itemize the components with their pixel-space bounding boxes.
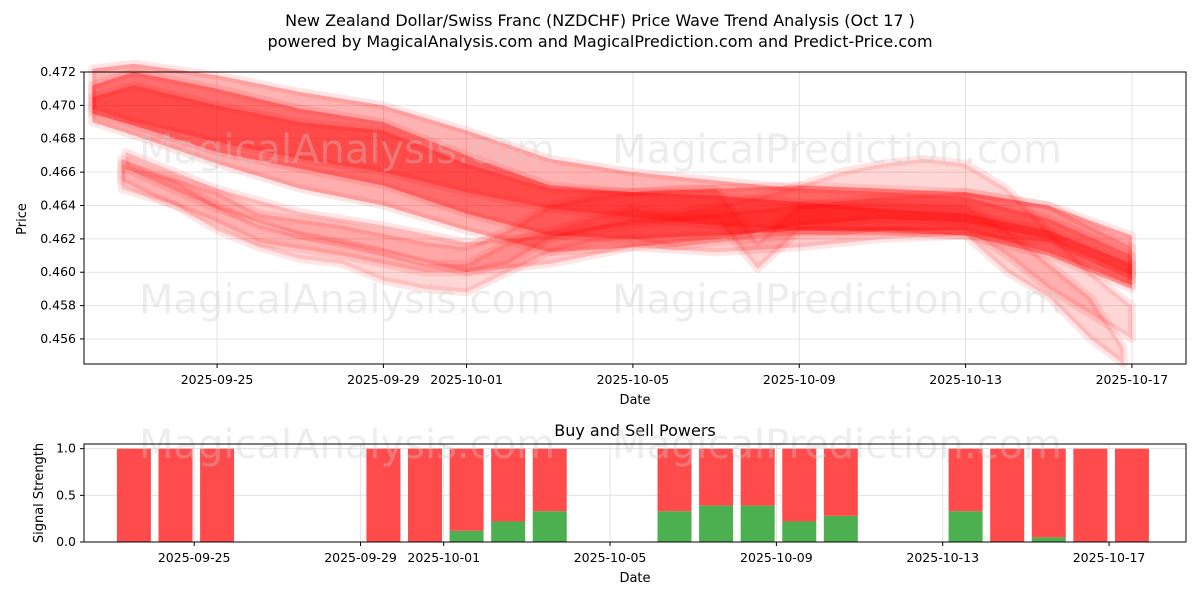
chart-subtitle: powered by MagicalAnalysis.com and Magic… — [267, 32, 932, 51]
sell-bar — [823, 448, 858, 516]
price-y-tick-label: 0.458 — [40, 298, 76, 313]
price-x-tick-label: 2025-09-29 — [347, 372, 420, 387]
price-plot-frame — [83, 71, 1187, 365]
price-y-tick-label: 0.472 — [40, 64, 76, 79]
price-wave-band-5 — [121, 158, 1132, 339]
price-wave-band-6-halo — [121, 148, 1136, 285]
price-y-tick-label: 0.456 — [40, 331, 76, 346]
price-wave-band-4 — [121, 158, 1124, 364]
watermark-analysis-mid: MagicalAnalysis.com — [139, 277, 555, 323]
price-wave-band-2 — [92, 63, 1132, 289]
signal-x-tick-label: 2025-10-17 — [1073, 550, 1146, 565]
signal-plot-frame — [83, 443, 1187, 543]
price-wave-panel: MagicalAnalysis.com MagicalPrediction.co… — [15, 59, 1187, 408]
price-wave-band-2-halo — [88, 59, 1136, 293]
price-x-ticks: 2025-09-25 2025-09-29 2025-10-01 2025-10-05… — [181, 364, 1169, 387]
watermark-prediction-mid: MagicalPrediction.com — [612, 277, 1062, 323]
price-wave-band-5-halo — [117, 154, 1136, 343]
signal-x-tick-label: 2025-10-01 — [407, 550, 480, 565]
signal-x-tick-label: 2025-09-29 — [324, 550, 397, 565]
buy-sell-title: Buy and Sell Powers — [554, 421, 716, 440]
price-y-axis-label: Price — [15, 203, 30, 235]
buy-bar — [699, 505, 734, 542]
price-wave-band-1-halo — [88, 68, 1136, 290]
buy-bar — [657, 511, 692, 542]
price-x-tick-label: 2025-10-05 — [597, 372, 670, 387]
sell-bar — [948, 448, 983, 512]
price-wave-bands — [88, 59, 1136, 368]
price-y-tick-label: 0.468 — [40, 131, 76, 146]
price-y-tick-label: 0.466 — [40, 164, 76, 179]
signal-y-tick-label: 0.5 — [56, 487, 76, 502]
price-x-tick-label: 2025-09-25 — [181, 372, 254, 387]
sell-bar — [782, 448, 817, 522]
sell-bar — [699, 448, 734, 506]
price-wave-band-3 — [92, 85, 1132, 276]
price-x-axis-label: Date — [619, 393, 650, 408]
sell-bar — [990, 448, 1025, 542]
sell-bar — [1031, 448, 1066, 538]
signal-x-tick-label: 2025-09-25 — [158, 550, 231, 565]
buy-bar — [823, 515, 858, 542]
sell-bar — [366, 448, 401, 542]
buy-bar — [1031, 537, 1066, 542]
watermark-prediction-bottom: MagicalPrediction.com — [612, 422, 1062, 468]
sell-bar — [1114, 448, 1149, 542]
price-x-tick-label: 2025-10-13 — [929, 372, 1002, 387]
buy-bar — [782, 521, 817, 542]
signal-y-ticks: 0.0 0.5 1.0 — [56, 441, 84, 549]
sell-bar — [1073, 448, 1108, 542]
sell-bar — [491, 448, 526, 522]
sell-bar — [116, 448, 151, 542]
signal-x-ticks: 2025-09-25 2025-09-29 2025-10-01 2025-10-05… — [158, 542, 1146, 565]
buy-bar — [532, 511, 567, 542]
chart-title: New Zealand Dollar/Swiss Franc (NZDCHF) … — [285, 11, 915, 30]
buy-bar — [491, 521, 526, 542]
signal-y-tick-label: 0.0 — [56, 534, 76, 549]
signal-x-tick-label: 2025-10-13 — [906, 550, 979, 565]
price-grid — [84, 71, 1186, 364]
signal-y-tick-label: 1.0 — [56, 441, 76, 456]
watermark-analysis-top: MagicalAnalysis.com — [139, 127, 555, 173]
sell-bar — [449, 448, 484, 531]
watermark-prediction-top: MagicalPrediction.com — [612, 127, 1062, 173]
signal-x-axis-label: Date — [619, 571, 650, 586]
buy-sell-panel: Buy and Sell Powers MagicalAnalysis.com … — [32, 421, 1187, 586]
price-y-tick-label: 0.462 — [40, 231, 76, 246]
sell-bar — [158, 448, 193, 542]
sell-bar — [532, 448, 567, 512]
price-x-tick-label: 2025-10-01 — [430, 372, 503, 387]
price-y-tick-label: 0.464 — [40, 197, 76, 212]
price-x-tick-label: 2025-10-09 — [763, 372, 836, 387]
price-wave-band-6 — [125, 152, 1132, 281]
price-wave-band-3-halo — [88, 81, 1136, 280]
watermark-analysis-bottom: MagicalAnalysis.com — [139, 422, 555, 468]
signal-x-tick-label: 2025-10-05 — [574, 550, 647, 565]
sell-bar — [740, 448, 775, 506]
sell-bar — [200, 448, 235, 542]
price-y-ticks: 0.456 0.458 0.460 0.462 0.464 0.466 0.468 0.470… — [40, 64, 84, 346]
price-x-tick-label: 2025-10-17 — [1096, 372, 1169, 387]
sell-bar — [657, 448, 692, 512]
signal-y-axis-label: Signal Strength — [32, 443, 47, 543]
buy-bar — [740, 505, 775, 542]
signal-bars — [116, 448, 1149, 542]
sell-bar — [407, 448, 442, 542]
buy-bar — [948, 511, 983, 542]
price-y-tick-label: 0.470 — [40, 97, 76, 112]
signal-x-tick-label: 2025-10-09 — [740, 550, 813, 565]
price-wave-band-1 — [92, 72, 1132, 286]
buy-bar — [449, 530, 484, 542]
price-y-tick-label: 0.460 — [40, 264, 76, 279]
